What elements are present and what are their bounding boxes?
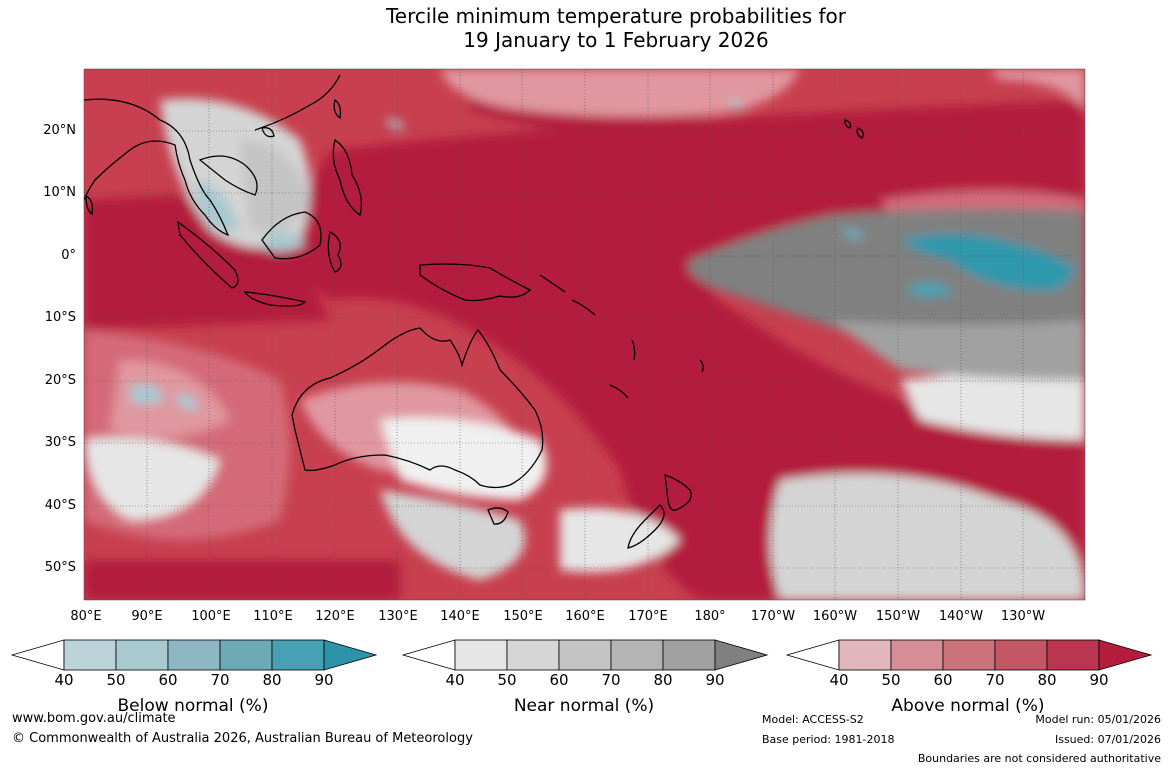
colorbar-segment	[994, 639, 1048, 671]
colorbar-tick-label: 90	[705, 671, 725, 689]
lon-label: 100°E	[191, 609, 231, 624]
colorbar-tick-label: 90	[314, 671, 334, 689]
colorbar-extend-high	[1098, 639, 1153, 671]
lat-label: 40°S	[44, 498, 76, 513]
colorbar-segment	[63, 639, 117, 671]
colorbar-tick-label: 90	[1089, 671, 1109, 689]
lon-label: 90°E	[131, 609, 163, 624]
colorbar-segment	[271, 639, 325, 671]
colorbar-tick-label: 60	[158, 671, 178, 689]
colorbar-segment	[115, 639, 169, 671]
colorbar-tick-label: 70	[601, 671, 621, 689]
lon-label: 170°E	[628, 609, 668, 624]
model-text: Model: ACCESS-S2	[762, 713, 864, 726]
colorbar-segment	[1046, 639, 1100, 671]
colorbar-segment	[890, 639, 944, 671]
lon-label: 80°E	[70, 609, 102, 624]
lon-label: 160°E	[565, 609, 605, 624]
colorbar-extend-high	[323, 639, 378, 671]
colorbar-extend-low	[785, 639, 840, 671]
model-run-text: Model run: 05/01/2026	[1035, 713, 1161, 726]
lat-label: 20°S	[44, 373, 76, 388]
colorbar-tick-label: 40	[445, 671, 465, 689]
colorbar-near	[401, 639, 769, 671]
lat-label: 30°S	[44, 435, 76, 450]
lon-label: 150°W	[875, 609, 921, 624]
probability-field	[84, 69, 1085, 600]
copyright-text: © Commonwealth of Australia 2026, Austra…	[12, 731, 473, 746]
lat-label: 10°N	[43, 185, 76, 200]
lat-label: 10°S	[44, 310, 76, 325]
lon-label: 130°E	[378, 609, 418, 624]
colorbar-segment	[219, 639, 273, 671]
colorbar-segment	[167, 639, 221, 671]
colorbar-segment	[558, 639, 612, 671]
lon-label: 110°E	[253, 609, 293, 624]
colorbar-tick-label: 50	[497, 671, 517, 689]
colorbar-tick-label: 80	[262, 671, 282, 689]
lat-label: 20°N	[43, 123, 76, 138]
colorbar-extend-low	[401, 639, 456, 671]
colorbar-tick-label: 40	[829, 671, 849, 689]
colorbar-tick-label: 40	[54, 671, 74, 689]
colorbar-segment	[506, 639, 560, 671]
base-period-text: Base period: 1981-2018	[762, 733, 895, 746]
lon-label: 180°	[694, 609, 726, 624]
lon-label: 150°E	[503, 609, 543, 624]
colorbar-segment	[838, 639, 892, 671]
colorbar-segment	[942, 639, 996, 671]
colorbar-tick-label: 70	[210, 671, 230, 689]
colorbar-tick-label: 60	[549, 671, 569, 689]
colorbar-segment	[454, 639, 508, 671]
colorbar-extend-high	[714, 639, 769, 671]
colorbar-tick-label: 60	[933, 671, 953, 689]
lon-label: 160°W	[812, 609, 858, 624]
lon-label: 120°E	[315, 609, 355, 624]
coastlines	[84, 74, 864, 549]
issued-text: Issued: 07/01/2026	[1054, 733, 1161, 746]
colorbar-below	[10, 639, 378, 671]
grid-lines	[84, 69, 1085, 600]
title-line-1: Tercile minimum temperature probabilitie…	[385, 4, 847, 28]
lon-label: 140°W	[938, 609, 984, 624]
colorbar-tick-label: 50	[881, 671, 901, 689]
colorbar-tick-label: 80	[1037, 671, 1057, 689]
lat-label: 50°S	[44, 560, 76, 575]
colorbar-segment	[662, 639, 716, 671]
lat-label: 0°	[61, 248, 76, 263]
map-title: Tercile minimum temperature probabilitie…	[0, 4, 1173, 52]
above-normal-title: Above normal (%)	[891, 696, 1045, 716]
disclaimer-text: Boundaries are not considered authoritat…	[917, 752, 1161, 765]
colorbar-extend-low	[10, 639, 65, 671]
near-normal-title: Near normal (%)	[513, 696, 655, 716]
below-normal-title: Below normal (%)	[117, 696, 269, 716]
colorbar-tick-label: 70	[985, 671, 1005, 689]
colorbar-tick-label: 50	[106, 671, 126, 689]
website-link[interactable]: www.bom.gov.au/climate	[12, 711, 176, 726]
lon-label: 170°W	[750, 609, 796, 624]
lon-label: 130°W	[1000, 609, 1046, 624]
lon-label: 140°E	[440, 609, 480, 624]
colorbar-tick-label: 80	[653, 671, 673, 689]
colorbar-segment	[610, 639, 664, 671]
colorbar-above	[785, 639, 1153, 671]
title-line-2: 19 January to 1 February 2026	[463, 28, 769, 52]
